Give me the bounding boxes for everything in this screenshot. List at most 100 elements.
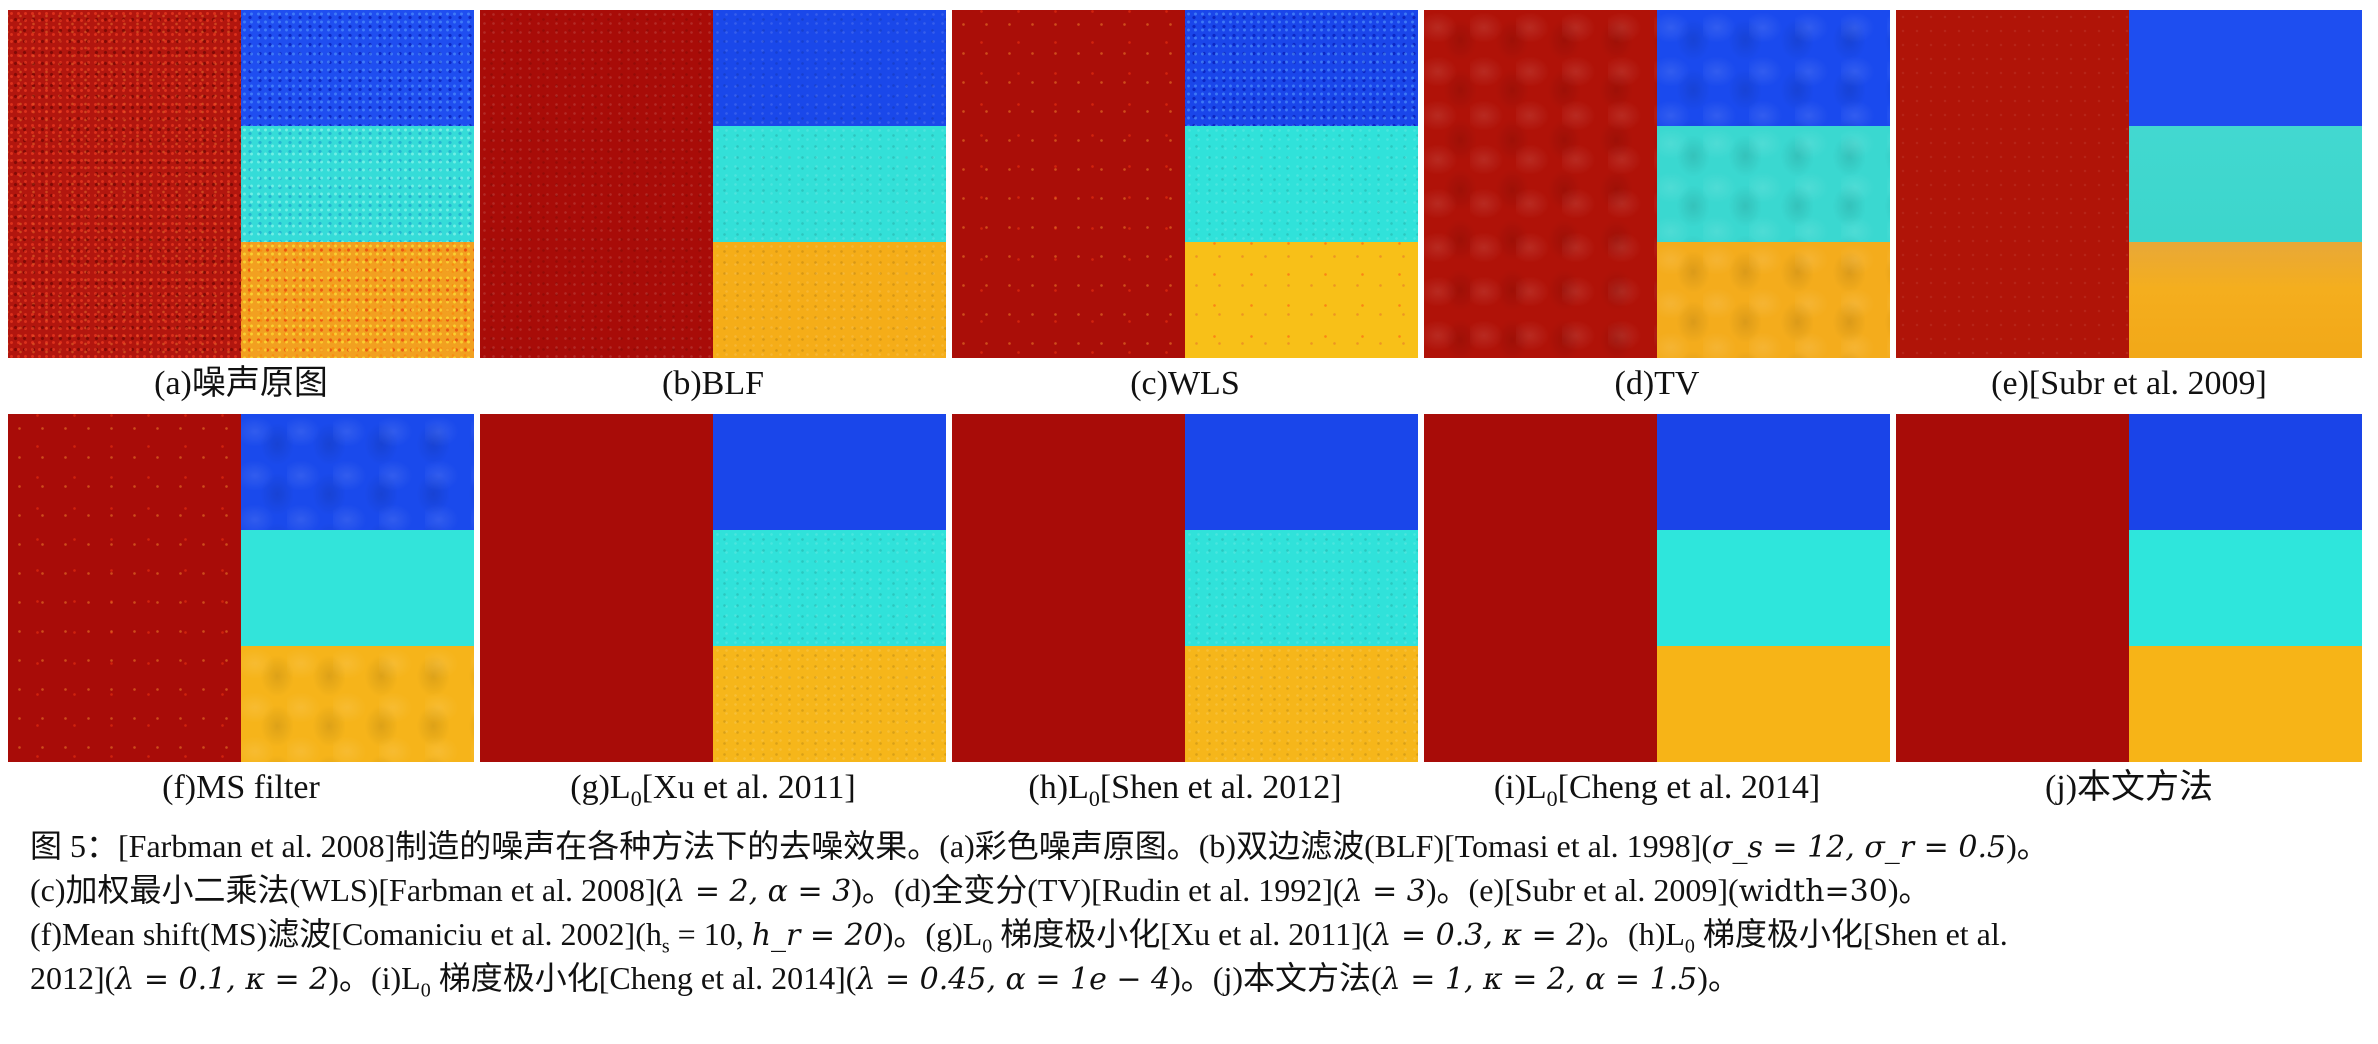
caption-text: 2012]( bbox=[30, 960, 116, 996]
caption-line-1: 图 5：[Farbman et al. 2008]制造的噪声在各种方法下的去噪效… bbox=[30, 824, 2350, 868]
cyan-band bbox=[1657, 529, 1890, 647]
caption-text: )。(d)全变分(TV)[Rudin et al. 1992]( bbox=[851, 872, 1344, 908]
panel-c-wls bbox=[952, 10, 1418, 358]
caption-math: width=30 bbox=[1738, 874, 1888, 909]
caption-math: λ = 0.45, α = 1e − 4 bbox=[856, 962, 1171, 997]
panel-c-left-red bbox=[952, 10, 1185, 358]
caption-math: h_r = 20 bbox=[751, 918, 883, 953]
blue-band bbox=[1657, 10, 1890, 127]
label-a: (a)噪声原图 bbox=[154, 365, 328, 402]
orange-band bbox=[241, 241, 474, 358]
label-i: (i)L0[Cheng et al. 2014] bbox=[1424, 768, 1890, 811]
panel-f-ms bbox=[8, 414, 474, 762]
panel-c-right bbox=[1185, 10, 1418, 358]
blue-band bbox=[1185, 414, 1418, 531]
blue-band bbox=[2129, 414, 2362, 531]
caption-text: )。(j)本文方法( bbox=[1170, 960, 1382, 996]
panel-d-tv bbox=[1424, 10, 1890, 358]
label-h-pre: (h)L bbox=[1028, 769, 1089, 806]
caption-text: )。(i)L bbox=[328, 960, 421, 996]
figure-caption: 图 5：[Farbman et al. 2008]制造的噪声在各种方法下的去噪效… bbox=[30, 824, 2350, 1000]
orange-band bbox=[2129, 241, 2362, 358]
caption-sub: 0 bbox=[1684, 935, 1695, 958]
cyan-band bbox=[713, 125, 946, 243]
label-g: (g)L0[Xu et al. 2011] bbox=[480, 768, 946, 811]
blue-band bbox=[1657, 414, 1890, 531]
caption-text: )。(e)[Subr et al. 2009]( bbox=[1425, 872, 1739, 908]
label-e: (e)[Subr et al. 2009] bbox=[1991, 365, 2267, 402]
panel-f-left-red bbox=[8, 414, 241, 762]
panel-j-ours bbox=[1896, 414, 2362, 762]
panel-a-right bbox=[241, 10, 474, 358]
label-g-sub: 0 bbox=[630, 785, 642, 811]
caption-math: λ = 0.1, κ = 2 bbox=[115, 962, 329, 997]
panel-e-right bbox=[2129, 10, 2362, 358]
orange-band bbox=[2129, 645, 2362, 762]
label-g-pre: (g)L bbox=[570, 769, 631, 806]
blue-band bbox=[713, 10, 946, 127]
label-h-sub: 0 bbox=[1088, 785, 1100, 811]
caption-math: λ = 3 bbox=[1343, 874, 1426, 909]
panel-h-left-red bbox=[952, 414, 1185, 762]
panel-a-noisy bbox=[8, 10, 474, 358]
blue-band bbox=[241, 10, 474, 127]
panel-b-right bbox=[713, 10, 946, 358]
caption-line-2: (c)加权最小二乘法(WLS)[Farbman et al. 2008](λ =… bbox=[30, 868, 2350, 912]
orange-band bbox=[241, 645, 474, 762]
panel-j-left-red bbox=[1896, 414, 2129, 762]
panel-h-right bbox=[1185, 414, 1418, 762]
caption-line-3: (f)Mean shift(MS)滤波[Comaniciu et al. 200… bbox=[30, 912, 2350, 956]
panel-e-left-red bbox=[1896, 10, 2129, 358]
orange-band bbox=[1657, 241, 1890, 358]
label-g-post: [Xu et al. 2011] bbox=[641, 769, 856, 806]
panel-g-right bbox=[713, 414, 946, 762]
caption-text: )。 bbox=[2006, 828, 2049, 864]
caption-text: (f)Mean shift(MS)滤波[Comaniciu et al. 200… bbox=[30, 916, 662, 952]
orange-band bbox=[1185, 645, 1418, 762]
label-i-sub: 0 bbox=[1546, 785, 1558, 811]
cyan-band bbox=[241, 529, 474, 647]
blue-band bbox=[241, 414, 474, 531]
caption-text: )。 bbox=[1887, 872, 1931, 908]
cyan-band bbox=[1657, 125, 1890, 243]
label-d: (d)TV bbox=[1614, 365, 1700, 402]
caption-text: (c)加权最小二乘法(WLS)[Farbman et al. 2008]( bbox=[30, 872, 667, 908]
panel-g-left-red bbox=[480, 414, 713, 762]
panel-j-right bbox=[2129, 414, 2362, 762]
label-f: (f)MS filter bbox=[162, 769, 320, 806]
caption-text: )。(g)L bbox=[882, 916, 983, 952]
caption-text: )。(h)L bbox=[1585, 916, 1685, 952]
orange-band bbox=[1185, 241, 1418, 358]
blue-band bbox=[2129, 10, 2362, 127]
caption-math: λ = 1, κ = 2, α = 1.5 bbox=[1381, 962, 1698, 997]
orange-band bbox=[713, 241, 946, 358]
blue-band bbox=[1185, 10, 1418, 127]
label-h-post: [Shen et al. 2012] bbox=[1099, 769, 1342, 806]
cyan-band bbox=[2129, 529, 2362, 647]
panel-b-blf bbox=[480, 10, 946, 358]
cyan-band bbox=[1185, 125, 1418, 243]
cyan-band bbox=[241, 125, 474, 243]
panel-e-subr bbox=[1896, 10, 2362, 358]
caption-math: λ = 0.3, κ = 2 bbox=[1372, 918, 1586, 953]
label-i-pre: (i)L bbox=[1493, 769, 1547, 806]
orange-band bbox=[713, 645, 946, 762]
panel-i-left-red bbox=[1424, 414, 1657, 762]
label-i-post: [Cheng et al. 2014] bbox=[1557, 769, 1821, 806]
caption-sub: 0 bbox=[420, 979, 431, 1002]
caption-text: 梯度极小化[Cheng et al. 2014]( bbox=[430, 960, 857, 996]
caption-sub: s bbox=[661, 935, 670, 958]
panel-h-l0-shen bbox=[952, 414, 1418, 762]
caption-text: = 10, bbox=[669, 916, 752, 952]
caption-math: λ = 2, α = 3 bbox=[666, 874, 852, 909]
label-j: (j)本文方法 bbox=[2044, 769, 2214, 806]
caption-text: 梯度极小化[Xu et al. 2011]( bbox=[992, 916, 1373, 952]
label-b: (b)BLF bbox=[662, 365, 764, 402]
label-c: (c)WLS bbox=[1130, 365, 1240, 402]
blue-band bbox=[713, 414, 946, 531]
label-h: (h)L0[Shen et al. 2012] bbox=[952, 768, 1418, 811]
panel-a-left-red bbox=[8, 10, 241, 358]
cyan-band bbox=[713, 529, 946, 647]
panel-b-left-red bbox=[480, 10, 713, 358]
caption-sub: 0 bbox=[982, 935, 993, 958]
